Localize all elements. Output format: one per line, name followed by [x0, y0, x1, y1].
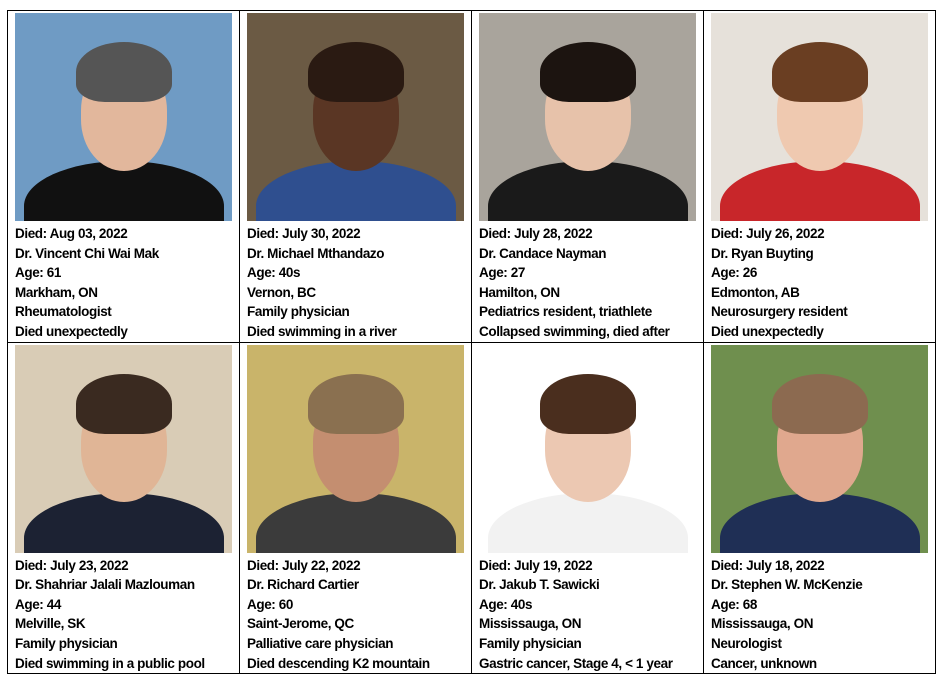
- portrait-photo: [247, 13, 464, 221]
- card-age: Age: 40s: [247, 265, 301, 281]
- card-info: Died: July 22, 2022 Dr. Richard Cartier Ag…: [240, 553, 471, 674]
- portrait-photo: [479, 344, 696, 553]
- card-cause: Cancer, unknown: [711, 655, 817, 671]
- portrait-photo: [479, 13, 696, 221]
- card-age: Age: 44: [15, 596, 61, 612]
- portrait-hair: [539, 42, 636, 103]
- card-name: Dr. Michael Mthandazo: [247, 245, 385, 261]
- card-died: Died: July 26, 2022: [711, 226, 825, 241]
- portrait-photo: [15, 344, 232, 553]
- card-location: Vernon, BC: [247, 284, 316, 300]
- card-role: Family physician: [479, 635, 582, 651]
- obituary-table: Died: Aug 03, 2022 Dr. Vincent Chi Wai Ma…: [7, 10, 936, 674]
- card-cause: Died unexpectedly: [711, 323, 824, 339]
- table-row: Died: July 23, 2022 Dr. Shahriar Jalali M…: [7, 341, 936, 674]
- card: Died: July 22, 2022 Dr. Richard Cartier Ag…: [239, 341, 472, 674]
- card-age: Age: 40s: [479, 596, 533, 612]
- card-name: Dr. Candace Nayman: [479, 245, 607, 261]
- portrait-hair: [771, 42, 868, 103]
- card-died: Died: July 18, 2022: [711, 557, 825, 573]
- card-location: Mississauga, ON: [479, 616, 582, 632]
- card-died: Died: Aug 03, 2022: [15, 226, 128, 241]
- card-name: Dr. Vincent Chi Wai Mak: [15, 245, 159, 261]
- card-died: Died: July 19, 2022: [479, 557, 593, 573]
- table-row: Died: Aug 03, 2022 Dr. Vincent Chi Wai Ma…: [7, 10, 936, 343]
- card-location: Hamilton, ON: [479, 284, 560, 300]
- card-info: Died: July 18, 2022 Dr. Stephen W. McKenz…: [704, 553, 935, 674]
- card: Died: July 26, 2022 Dr. Ryan Buyting Age: …: [703, 10, 936, 343]
- card-cause: Died swimming in a river: [247, 323, 397, 339]
- card-age: Age: 61: [15, 265, 61, 281]
- portrait-photo: [247, 344, 464, 553]
- card: Died: July 19, 2022 Dr. Jakub T. Sawicki A…: [471, 341, 704, 674]
- portrait-hair: [307, 42, 404, 103]
- card-info: Died: July 30, 2022 Dr. Michael Mthandazo…: [240, 221, 471, 342]
- card-info: Died: Aug 03, 2022 Dr. Vincent Chi Wai Ma…: [8, 221, 239, 342]
- card-role: Neurologist: [711, 635, 782, 651]
- card-name: Dr. Stephen W. McKenzie: [711, 577, 863, 593]
- card-location: Saint-Jerome, QC: [247, 616, 354, 632]
- card-role: Family physician: [247, 304, 350, 320]
- portrait-hair: [75, 373, 172, 434]
- card: Died: July 30, 2022 Dr. Michael Mthandazo…: [239, 10, 472, 343]
- card-name: Dr. Richard Cartier: [247, 577, 359, 593]
- card-role: Rheumatologist: [15, 304, 112, 320]
- portrait-hair: [539, 373, 636, 434]
- card-location: Edmonton, AB: [711, 284, 800, 300]
- card-cause: Collapsed swimming, died after: [479, 323, 670, 339]
- card-info: Died: July 28, 2022 Dr. Candace Nayman Age…: [472, 221, 703, 342]
- card-role: Family physician: [15, 635, 118, 651]
- card-cause: Died swimming in a public pool: [15, 655, 205, 671]
- card-age: Age: 60: [247, 596, 293, 612]
- card-name: Dr. Jakub T. Sawicki: [479, 577, 600, 593]
- card-cause: Died unexpectedly: [15, 323, 128, 339]
- card-died: Died: July 28, 2022: [479, 226, 593, 241]
- portrait-photo: [711, 13, 928, 221]
- card-name: Dr. Shahriar Jalali Mazlouman: [15, 577, 195, 593]
- card-role: Neurosurgery resident: [711, 304, 848, 320]
- card-info: Died: July 23, 2022 Dr. Shahriar Jalali M…: [8, 553, 239, 674]
- card-role: Palliative care physician: [247, 635, 394, 651]
- card: Died: July 23, 2022 Dr. Shahriar Jalali M…: [7, 341, 240, 674]
- card-name: Dr. Ryan Buyting: [711, 245, 814, 261]
- card: Died: July 28, 2022 Dr. Candace Nayman Age…: [471, 10, 704, 343]
- card-location: Mississauga, ON: [711, 616, 814, 632]
- portrait-photo: [711, 344, 928, 553]
- card-cause: Died descending K2 mountain: [247, 655, 430, 671]
- portrait-hair: [307, 373, 404, 434]
- portrait-hair: [771, 373, 868, 434]
- portrait-hair: [75, 42, 172, 103]
- card-age: Age: 68: [711, 596, 757, 612]
- card-died: Died: July 30, 2022: [247, 226, 361, 241]
- card-died: Died: July 23, 2022: [15, 557, 129, 573]
- card-location: Markham, ON: [15, 284, 98, 300]
- portrait-photo: [15, 13, 232, 221]
- card: Died: July 18, 2022 Dr. Stephen W. McKenz…: [703, 341, 936, 674]
- card-info: Died: July 19, 2022 Dr. Jakub T. Sawicki A…: [472, 553, 703, 674]
- card-age: Age: 26: [711, 265, 757, 281]
- card: Died: Aug 03, 2022 Dr. Vincent Chi Wai Ma…: [7, 10, 240, 343]
- card-location: Melville, SK: [15, 616, 86, 632]
- card-cause: Gastric cancer, Stage 4, < 1 year: [479, 655, 673, 671]
- card-info: Died: July 26, 2022 Dr. Ryan Buyting Age: …: [704, 221, 935, 342]
- card-role: Pediatrics resident, triathlete: [479, 304, 652, 320]
- card-age: Age: 27: [479, 265, 525, 281]
- card-died: Died: July 22, 2022: [247, 557, 361, 573]
